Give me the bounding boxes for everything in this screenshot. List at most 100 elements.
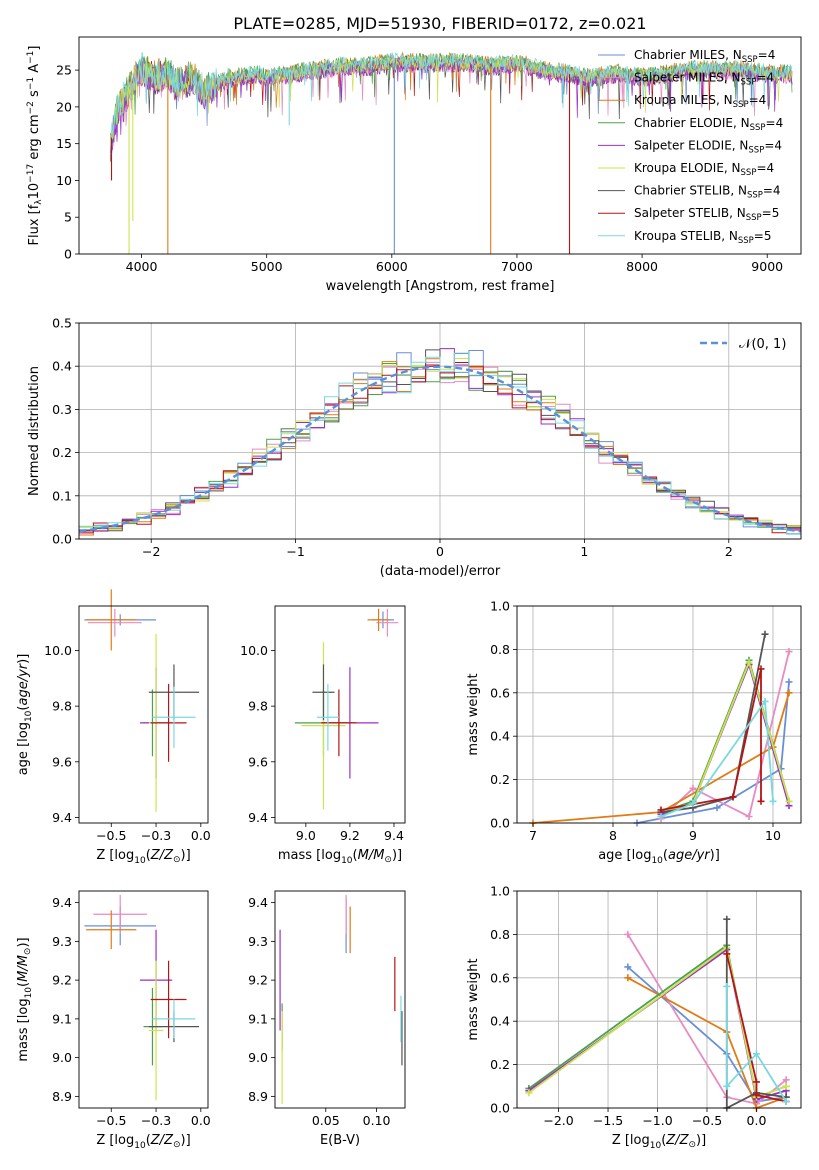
y-tick-label: 0.0 [52,532,72,547]
spectrum-marks [109,51,793,254]
weight-marker [782,1076,790,1084]
y-tick-label: 9.1 [248,1011,268,1026]
mass_vs_ebv-xlabel: E(B-V) [320,1133,360,1148]
weight-marker [689,799,697,807]
y-tick-label: 8.9 [52,1089,72,1104]
residuals-ylabel: Normed distribution [27,366,42,496]
y-tick-label: 0.4 [490,1014,510,1029]
mass_weight_vs_age-xlabel: age [log10(age/yr)] [598,848,720,866]
weight-line-chabrier-miles [627,966,787,1103]
legend-entry: Salpeter STELIB, NSSP=5 [634,206,779,223]
mass_vs_ebv-panel: 0.05 0.10 8.9 9.0 9.1 9.2 9.3 9.4 E(B-V) [248,890,406,1148]
y-tick-label: 0.4 [490,729,510,744]
y-tick-label: 0.2 [490,772,510,787]
x-tick-label: 1 [580,544,588,559]
x-tick-label: 2 [725,544,733,559]
y-tick-label: 0.8 [490,927,510,942]
y-tick-label: 9.6 [52,754,72,769]
x-tick-label: 9.0 [296,828,316,843]
x-tick-label: −1.5 [593,1113,623,1128]
mass_vs_ebv-frame [274,890,406,1109]
x-tick-label: 5000 [251,259,283,274]
x-tick-label: 9.4 [384,828,404,843]
weight-marker [745,658,753,666]
mass_vs_Z-xlabel: Z [log10(Z/Z⊙)] [96,1133,190,1151]
y-tick-label: 9.2 [248,973,268,988]
gaussian-curve [78,365,802,533]
x-tick-label: −0.5 [96,828,126,843]
mass_vs_Z-marks [84,894,200,1101]
weight-marker [723,982,731,990]
y-tick-label: 0.2 [52,445,72,460]
weight-marker [657,806,665,814]
figure-title: PLATE=0285, MJD=51930, FIBERID=0172, z=0… [233,14,646,33]
y-tick-label: 0.0 [490,816,510,831]
spectrum-line-kroupa-elodie [109,54,793,143]
spectrum-line-kroupa-stelib [109,52,793,147]
mass_weight_vs_Z-ylabel: mass weight [466,958,481,1040]
weight-line-salpeter-stelib [660,668,762,811]
y-tick-label: 9.4 [52,810,72,825]
weight-line-kroupa-stelib [660,698,774,818]
mass_weight_vs_age-frame [516,605,802,824]
legend-entry: Salpeter MILES, NSSP=4 [634,71,774,88]
weight-line-kroupa-stelib [725,986,787,1102]
mass_vs_ebv-marks [279,894,403,1105]
y-tick-label: 20 [56,99,72,114]
x-tick-label: 0.0 [191,828,211,843]
y-tick-label: 0.0 [490,1101,510,1116]
x-tick-label: 6000 [376,259,408,274]
y-tick-label: 0.1 [52,488,72,503]
age_vs_mass-marks [294,608,399,810]
mass_vs_Z-ylabel: mass [log10(M/M⊙)] [16,937,34,1061]
x-tick-label: 7000 [501,259,533,274]
legend-entry: Kroupa MILES, NSSP=4 [634,93,766,110]
spectrum-frame [78,36,802,255]
x-tick-label: −1 [286,544,304,559]
x-tick-label: 8000 [626,259,658,274]
y-tick-label: 9.3 [52,934,72,949]
age_vs_mass-panel: 9.0 9.2 9.4 9.4 9.6 9.8 10.0 mass [log10(M/M⊙)] [240,605,406,866]
weight-line-chabrier-miles [636,681,790,824]
y-tick-label: 9.8 [248,699,268,714]
spectrum-ylabel: Flux [fλ10−17 erg cm−2 s−1 A−1] [26,46,44,246]
x-tick-label: −0.5 [96,1113,126,1128]
weight-marker [525,1089,533,1097]
weight-marker [689,784,697,792]
weight-marker [782,1082,790,1090]
y-tick-label: 1.0 [490,884,510,899]
weight-marker [752,1078,760,1086]
y-tick-label: 9.3 [248,934,268,949]
y-tick-label: 1.0 [490,599,510,614]
legend-entry: Chabrier STELIB, NSSP=4 [634,184,781,201]
mass_weight_vs_Z-xlabel: Z [log10(Z/Z⊙)] [612,1133,706,1151]
y-tick-label: 9.4 [52,895,72,910]
weight-marker [761,630,769,638]
residuals-xlabel: (data-model)/error [380,564,501,579]
y-tick-label: 15 [56,136,72,151]
x-tick-label: 0.05 [312,1113,340,1128]
y-tick-label: 9.4 [248,810,268,825]
y-tick-label: 9.0 [52,1050,72,1065]
age_vs_Z-xlabel: Z [log10(Z/Z⊙)] [96,848,190,866]
y-tick-label: 9.1 [52,1011,72,1026]
mass_weight_vs_Z-frame [516,890,802,1109]
mass_weight_vs_Z-marks [525,915,790,1112]
y-tick-label: 9.0 [248,1050,268,1065]
y-tick-label: 0.6 [490,685,510,700]
spectrum-legend: Chabrier MILES, NSSP=4 Salpeter MILES, NS… [598,48,783,246]
mass_vs_Z-panel: −0.5 −0.3 0.0 8.9 9.0 9.1 9.2 9.3 9.4 Z [log10(Z/… [16,890,211,1151]
y-tick-label: 9.8 [52,699,72,714]
y-tick-label: 8.9 [248,1089,268,1104]
legend-entry: Chabrier ELODIE, NSSP=4 [634,116,783,133]
legend-entry: 𝒩(0, 1) [739,337,786,352]
weight-marker [723,950,731,958]
weight-marker [729,793,737,801]
weight-marker [782,1097,790,1105]
age_vs_Z-ylabel: age [log10(age/yr)] [16,654,34,776]
x-tick-label: 9000 [751,259,783,274]
mass_vs_Z-frame [78,890,209,1109]
weight-marker [785,797,793,805]
weight-marker [624,930,632,938]
